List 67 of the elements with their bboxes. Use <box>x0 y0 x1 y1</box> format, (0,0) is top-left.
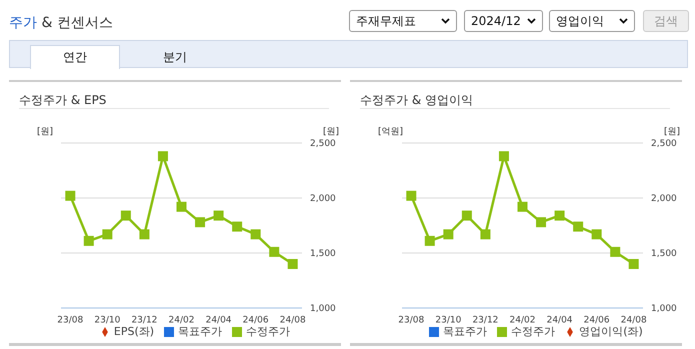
chart-title: 수정주가 & EPS <box>19 92 106 109</box>
text: 검색 <box>643 10 689 32</box>
y2-tick-label: 2,500 <box>310 139 336 150</box>
x-tick-label: 23/08 <box>57 315 84 326</box>
point <box>158 151 168 162</box>
legend-label: 수정주가 <box>246 325 290 338</box>
x-tick-label: 24/04 <box>546 315 573 326</box>
text: 영업이익 <box>556 12 604 30</box>
x-tick-label: 23/10 <box>435 315 462 326</box>
text: 연간 <box>30 45 120 69</box>
x-tick-label: 23/10 <box>94 315 121 326</box>
point <box>462 210 472 221</box>
legend-label: 수정주가 <box>511 325 556 338</box>
legend-label: 영업이익(좌) <box>579 325 643 338</box>
point <box>214 210 224 221</box>
y2-axis-title: [원] <box>664 126 680 138</box>
point <box>498 151 509 162</box>
y-axis-title: [원] <box>37 126 54 138</box>
point <box>554 210 565 221</box>
y2-tick-label: 2,000 <box>310 194 336 204</box>
x-tick-label: 24/06 <box>242 315 269 326</box>
point <box>536 217 546 228</box>
point <box>573 222 584 232</box>
chart-title: 수정주가 & 영업이익 <box>360 92 473 109</box>
y2-tick-label: 1,000 <box>310 304 336 314</box>
point <box>443 229 454 240</box>
x-tick-label: 24/02 <box>168 315 194 326</box>
y2-axis-title: [원] <box>322 126 339 138</box>
x-tick-label: 24/08 <box>620 315 647 326</box>
point <box>139 229 150 240</box>
text: 주가 & 컨센서스 <box>9 14 113 32</box>
point <box>592 229 602 240</box>
point <box>232 222 242 232</box>
point <box>480 229 490 240</box>
point <box>102 229 112 240</box>
legend-label: EPS(좌) <box>114 325 154 338</box>
legend-label: 목표주가 <box>443 325 488 338</box>
x-tick-label: 23/08 <box>398 315 425 326</box>
point <box>288 259 298 269</box>
point <box>65 190 76 201</box>
point <box>424 236 435 246</box>
x-tick-label: 23/12 <box>472 315 498 326</box>
legend-label: 목표주가 <box>178 325 222 338</box>
text: 주재무제표 <box>356 12 416 30</box>
point <box>269 246 280 257</box>
point <box>628 259 639 269</box>
point <box>250 229 261 240</box>
point <box>610 246 620 257</box>
point <box>195 217 206 228</box>
x-tick-label: 24/04 <box>206 315 232 326</box>
text: 2024/12 <box>471 14 521 28</box>
point <box>120 210 131 221</box>
point <box>518 202 528 212</box>
y2-tick-label: 1,500 <box>310 249 336 260</box>
x-tick-label: 24/06 <box>584 315 610 326</box>
point <box>176 202 186 212</box>
y2-tick-label: 1,000 <box>651 304 678 314</box>
y2-tick-label: 2,500 <box>651 139 678 150</box>
point <box>406 190 416 201</box>
x-tick-label: 24/08 <box>280 315 306 326</box>
y2-tick-label: 1,500 <box>651 249 678 260</box>
point <box>84 236 94 246</box>
x-tick-label: 23/12 <box>131 315 158 326</box>
y-axis-title: [억원] <box>378 126 404 138</box>
text: 분기 <box>162 48 188 66</box>
y2-tick-label: 2,000 <box>651 194 678 204</box>
x-tick-label: 24/02 <box>510 315 536 326</box>
